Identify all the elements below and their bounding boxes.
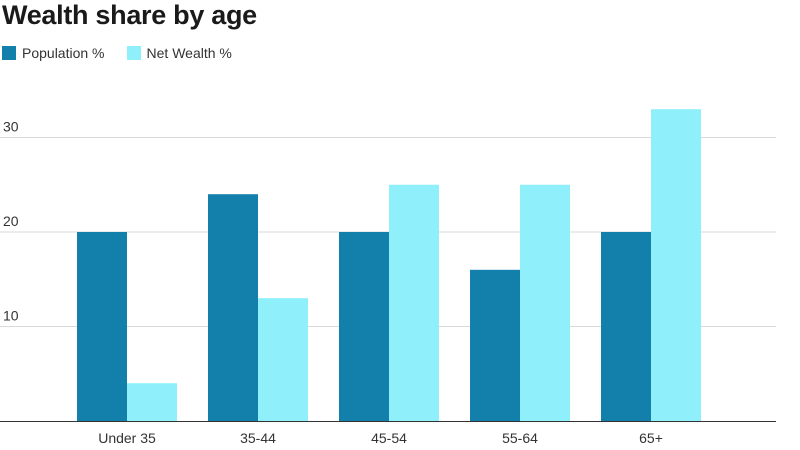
legend: Population % Net Wealth % [2, 45, 254, 61]
legend-label-population: Population % [22, 45, 105, 61]
bar-population [77, 232, 127, 421]
legend-label-net-wealth: Net Wealth % [146, 45, 232, 61]
legend-swatch-net-wealth [126, 46, 141, 60]
x-tick-label: 35-44 [240, 430, 276, 446]
y-tick-label: 20 [3, 213, 19, 229]
x-tick-label: 55-64 [502, 430, 538, 446]
bar-net-wealth [127, 383, 177, 421]
bar-net-wealth [389, 184, 439, 421]
bar-net-wealth [258, 298, 308, 421]
legend-item-population: Population % [2, 45, 105, 61]
bar-population [470, 269, 520, 421]
chart-title: Wealth share by age [2, 0, 257, 30]
bar-population [339, 232, 389, 421]
bar-population [208, 194, 258, 421]
bar-population [601, 232, 651, 421]
x-tick-label: 65+ [639, 430, 663, 446]
y-tick-label: 10 [3, 308, 19, 324]
legend-item-net-wealth: Net Wealth % [126, 45, 232, 61]
legend-swatch-population [2, 46, 16, 60]
y-tick-label: 30 [3, 119, 19, 135]
x-tick-label: 45-54 [371, 430, 407, 446]
bar-net-wealth [651, 109, 701, 422]
bar-net-wealth [520, 184, 570, 421]
x-tick-label: Under 35 [98, 430, 156, 446]
